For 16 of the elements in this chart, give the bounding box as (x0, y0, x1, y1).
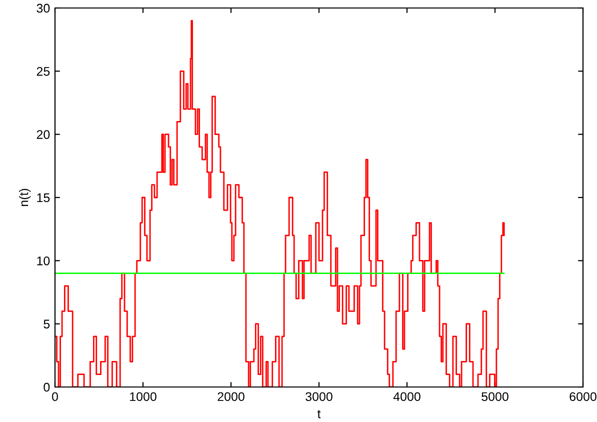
y-tick-label: 15 (37, 193, 50, 202)
y-tick-label: 0 (44, 382, 50, 392)
x-tick-label: 6000 (570, 392, 596, 402)
x-tick-label: 5000 (482, 392, 508, 402)
x-tick-label: 4000 (393, 392, 420, 402)
x-tick-label: 1000 (130, 392, 156, 402)
x-tick-label: 2000 (218, 392, 244, 402)
y-tick-label: 10 (37, 256, 50, 266)
x-tick-label: 3000 (306, 392, 332, 402)
y-tick-label: 30 (36, 4, 50, 13)
y-tick-label: 25 (36, 66, 50, 76)
y-tick-label: 20 (36, 130, 50, 139)
x-tick-label: 0 (52, 392, 58, 402)
y-tick-label: 5 (44, 320, 50, 328)
y-axis-title: n(t) (19, 188, 31, 206)
x-axis-title: t (317, 410, 321, 418)
